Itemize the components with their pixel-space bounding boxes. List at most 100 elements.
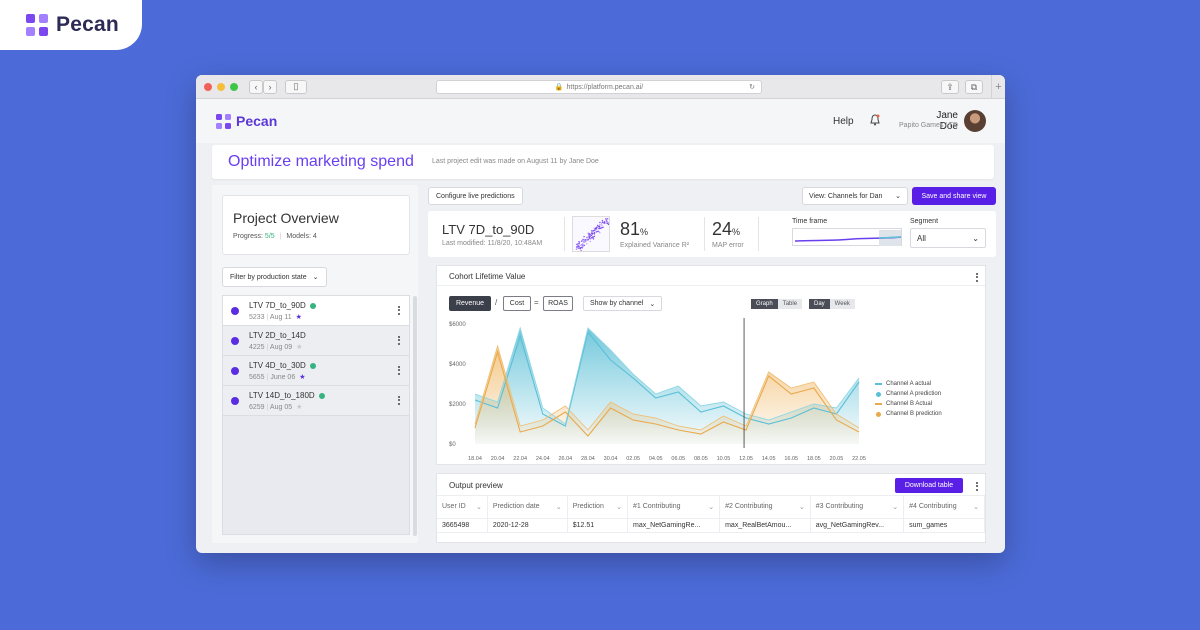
- column-header[interactable]: #2 Contributing ⌄: [719, 496, 811, 519]
- download-table-button[interactable]: Download table: [895, 478, 963, 493]
- star-icon[interactable]: ★: [296, 344, 303, 351]
- scatter-point: [599, 221, 601, 224]
- column-header[interactable]: #3 Contributing ⌄: [810, 496, 905, 519]
- column-header[interactable]: Prediction ⌄: [567, 496, 629, 519]
- column-header[interactable]: Prediction date ⌄: [487, 496, 568, 519]
- more-options-icon[interactable]: [975, 271, 979, 283]
- table-cell: max_RealBetAmou...: [719, 518, 811, 533]
- model-name: LTV 4D_to_30D: [249, 361, 316, 370]
- model-list: LTV 7D_to_90D 5233 | Aug 11 ★ LTV 2D_to_1…: [222, 295, 417, 536]
- legend-item: Channel A actual: [875, 379, 942, 389]
- x-tick-label: 24.04: [536, 456, 550, 462]
- output-header: Output preview Download table: [437, 474, 985, 496]
- close-window-button[interactable]: [204, 82, 212, 91]
- scatter-point: [595, 228, 598, 231]
- star-icon[interactable]: ★: [299, 374, 306, 381]
- table-cell: max_NetGamingRe...: [627, 518, 721, 533]
- model-summary-card: LTV 7D_to_90D Last modified: 11/8/20, 10…: [428, 211, 996, 257]
- save-and-share-button[interactable]: Save and share view: [912, 187, 996, 205]
- minimize-window-button[interactable]: [217, 82, 225, 91]
- scatter-point: [596, 226, 598, 228]
- divider: [704, 217, 705, 251]
- list-item[interactable]: LTV 2D_to_14D 4225 | Aug 09 ★: [223, 326, 409, 356]
- chevron-down-icon: ⌄: [895, 193, 901, 200]
- list-item[interactable]: LTV 7D_to_90D 5233 | Aug 11 ★: [223, 296, 409, 326]
- app-logo[interactable]: Pecan: [216, 113, 277, 129]
- scatter-point: [581, 240, 584, 242]
- more-options-icon[interactable]: [975, 480, 979, 492]
- map-error-value: 24%: [712, 219, 741, 239]
- share-icon[interactable]: ⇪: [941, 80, 959, 94]
- show-by-channel-dropdown[interactable]: Show by channel ⌄: [583, 296, 663, 311]
- help-link[interactable]: Help: [833, 116, 854, 127]
- filter-production-state-dropdown[interactable]: Filter by production state ⌄: [222, 267, 327, 287]
- scatter-point: [599, 232, 601, 234]
- bell-icon[interactable]: [870, 114, 880, 126]
- list-item[interactable]: LTV 4D_to_30D 5655 | June 06 ★: [223, 356, 409, 386]
- model-meta: 6259 | Aug 05 ★: [249, 404, 303, 411]
- table-toggle[interactable]: Table: [777, 299, 803, 309]
- segment-select[interactable]: All ⌄: [910, 228, 986, 248]
- chevron-down-icon: ⌄: [616, 503, 623, 511]
- model-title: LTV 7D_to_90D: [442, 222, 535, 237]
- address-bar[interactable]: 🔒 https://platform.pecan.ai/ ↻: [436, 80, 762, 94]
- week-toggle[interactable]: Week: [829, 299, 855, 309]
- status-active-icon: [318, 392, 325, 399]
- column-header[interactable]: User ID ⌄: [437, 496, 488, 519]
- roas-pill[interactable]: ROAS: [543, 296, 573, 311]
- view-select[interactable]: View: Channels for Dan ⌄: [802, 187, 908, 205]
- scatter-point: [579, 244, 581, 247]
- table-cell: avg_NetGamingRev...: [810, 518, 905, 533]
- more-options-icon[interactable]: [397, 334, 401, 346]
- column-header[interactable]: #1 Contributing ⌄: [627, 496, 721, 519]
- more-options-icon[interactable]: [397, 364, 401, 376]
- time-frame-slider[interactable]: [792, 228, 902, 246]
- chevron-down-icon: ⌄: [972, 233, 979, 243]
- sidebar-toggle-icon[interactable]: ▯: [285, 79, 307, 94]
- model-meta: 4225 | Aug 09 ★: [249, 344, 303, 351]
- more-options-icon[interactable]: [397, 394, 401, 406]
- forward-icon[interactable]: ›: [263, 79, 277, 94]
- x-tick-label: 12.05: [739, 456, 753, 462]
- chevron-down-icon: ⌄: [649, 300, 656, 308]
- scatter-point: [581, 247, 583, 249]
- day-toggle[interactable]: Day: [809, 299, 830, 309]
- star-icon[interactable]: ★: [295, 314, 302, 321]
- column-header[interactable]: #4 Contributing ⌄: [903, 496, 985, 519]
- cohort-lifetime-value-card: Cohort Lifetime Value Revenue / Cost = R…: [436, 265, 986, 465]
- status-active-icon: [309, 302, 316, 309]
- scatter-point: [605, 222, 607, 225]
- models-count: Models: 4: [286, 233, 317, 240]
- scatter-point: [606, 222, 609, 225]
- reload-icon[interactable]: ↻: [749, 84, 755, 91]
- scatter-point: [576, 248, 578, 250]
- table-cell: sum_games: [903, 518, 985, 533]
- scrollbar[interactable]: [413, 296, 417, 536]
- output-preview-card: Output preview Download table User ID ⌄ P…: [436, 473, 986, 543]
- model-meta: 5233 | Aug 11 ★: [249, 314, 302, 321]
- tabs-icon[interactable]: ⧉: [965, 80, 983, 94]
- chevron-down-icon: ⌄: [798, 503, 805, 511]
- brand-badge: Pecan: [0, 0, 142, 50]
- star-icon[interactable]: ★: [296, 404, 303, 411]
- x-tick-label: 20.04: [491, 456, 505, 462]
- x-tick-label: 06.05: [671, 456, 685, 462]
- table-cell: 3665498: [437, 518, 488, 533]
- maximize-window-button[interactable]: [230, 82, 238, 91]
- user-name: Jane Doe: [936, 110, 958, 132]
- last-edit-text: Last project edit was made on August 11 …: [432, 158, 599, 165]
- cost-pill[interactable]: Cost: [503, 296, 531, 311]
- scatter-point: [586, 243, 588, 245]
- table-row[interactable]: 3665498 2020-12-28 $12.51 max_NetGamingR…: [437, 518, 985, 533]
- list-item[interactable]: LTV 14D_to_180D 6259 | Aug 05 ★: [223, 386, 409, 416]
- new-tab-icon[interactable]: +: [991, 75, 1005, 99]
- avatar[interactable]: [964, 110, 986, 132]
- revenue-pill[interactable]: Revenue: [449, 296, 491, 311]
- configure-live-predictions-button[interactable]: Configure live predictions: [428, 187, 523, 205]
- back-icon[interactable]: ‹: [249, 79, 263, 94]
- page-title: Optimize marketing spend: [228, 153, 414, 170]
- more-options-icon[interactable]: [397, 304, 401, 316]
- scatter-point: [592, 238, 595, 240]
- scatter-point: [593, 235, 596, 237]
- graph-toggle[interactable]: Graph: [751, 299, 778, 309]
